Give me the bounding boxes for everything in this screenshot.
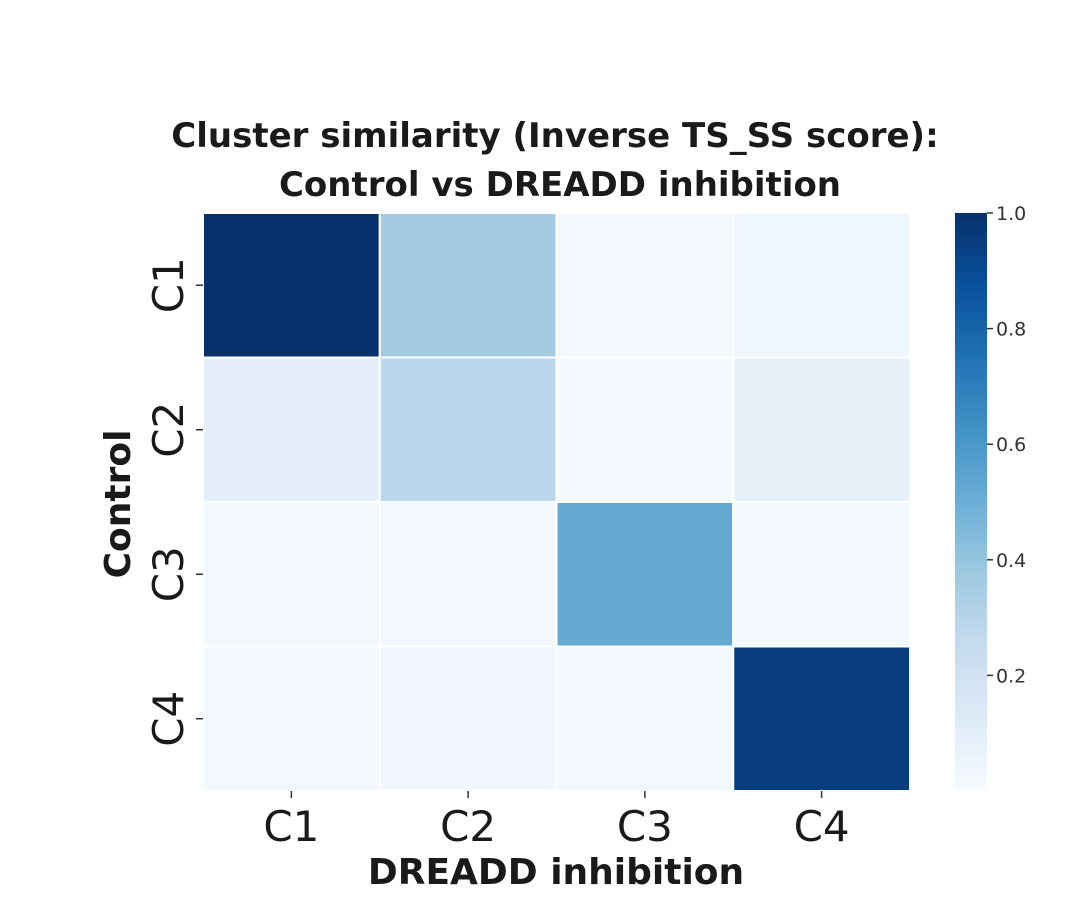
colorbar-tick-label-3: 0.6 [996,434,1026,456]
heatmap-cell-r1-c4 [732,212,911,359]
heatmap-cell-r2-c2 [378,356,558,503]
chart-title-line-1: Cluster similarity (Inverse TS_SS score)… [171,116,938,156]
colorbar [955,213,987,791]
heatmap-cell-r1-c1 [202,212,381,359]
x-axis-ticks: C1 C2 C3 C4 [263,791,850,851]
colorbar-tick-label-5: 1.0 [996,203,1026,225]
heatmap-cell-r1-c2 [378,212,558,359]
heatmap-cell-r3-c2 [378,501,558,648]
x-tick-label-2: C2 [440,802,496,851]
heatmap-cell-r4-c4 [732,645,911,792]
colorbar-tick-label-1: 0.2 [996,665,1026,687]
colorbar-tick-label-2: 0.4 [996,550,1026,572]
x-tick-label-4: C4 [794,802,850,851]
chart-title-line-2: Control vs DREADD inhibition [279,165,841,205]
x-tick-label-1: C1 [263,802,319,851]
x-tick-label-3: C3 [617,802,673,851]
heatmap-cell-r4-c1 [202,645,381,792]
colorbar-ticks: 0.2 0.4 0.6 0.8 1.0 [987,203,1026,687]
y-axis-title: Control [98,430,139,579]
y-tick-label-3: C3 [144,546,193,602]
y-tick-label-2: C2 [144,402,193,458]
heatmap-cell-r3-c4 [732,501,911,648]
y-axis-ticks: C1 C2 C3 C4 [144,257,203,747]
x-axis-title: DREADD inhibition [368,852,744,893]
heatmap-cell-r2-c3 [555,356,735,503]
heatmap-cells [202,212,911,792]
y-tick-label-1: C1 [144,257,193,313]
heatmap-cell-r3-c3 [555,501,735,648]
heatmap-cell-r2-c4 [732,356,911,503]
heatmap-cell-r2-c1 [202,356,381,503]
colorbar-tick-label-4: 0.8 [996,319,1026,341]
heatmap-cell-r4-c2 [378,645,558,792]
heatmap-cell-r1-c3 [555,212,735,359]
y-tick-label-4: C4 [144,691,193,747]
heatmap-cell-r4-c3 [555,645,735,792]
heatmap-cell-r3-c1 [202,501,381,648]
